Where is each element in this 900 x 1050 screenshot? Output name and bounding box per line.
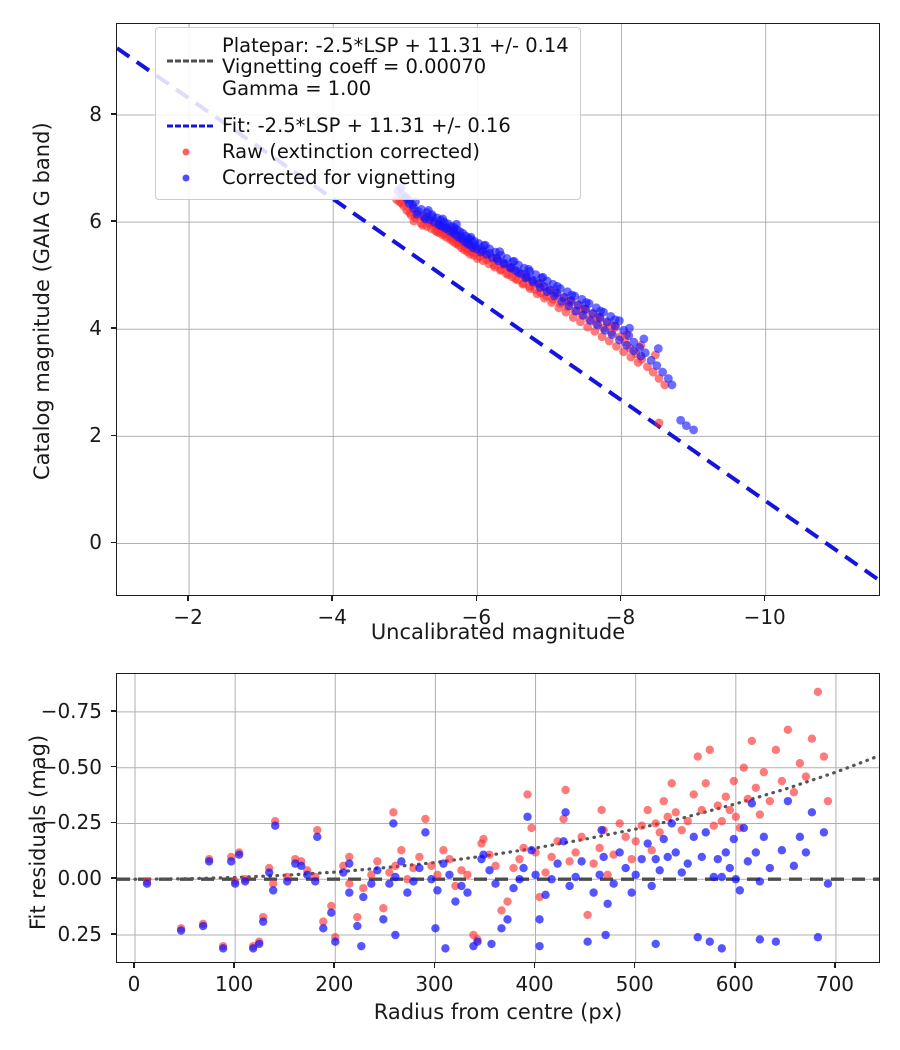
y-tick-label: −0.75 (40, 698, 102, 723)
y-tick-label: 0.00 (57, 866, 102, 891)
x-tick (233, 963, 235, 968)
bottom-plot-canvas (117, 674, 879, 962)
legend-label-corrected: Corrected for vignetting (222, 166, 456, 190)
dashed-line-icon (167, 59, 213, 63)
x-tick (633, 963, 636, 968)
x-tick (533, 963, 536, 968)
x-tick (331, 596, 334, 601)
x-tick (333, 963, 336, 968)
blue-marker-icon (182, 174, 190, 182)
x-tick-label: −6 (461, 605, 492, 629)
top-xaxis-label: Uncalibrated magnitude (370, 620, 626, 644)
y-tick (111, 821, 116, 824)
series-1 (393, 183, 698, 435)
y-tick-label: 2 (89, 423, 102, 448)
y-tick (111, 113, 116, 115)
x-tick-label: 200 (315, 972, 354, 996)
top-yaxis-label: Catalog magnitude (GAIA G band) (30, 122, 54, 480)
x-tick (619, 596, 622, 601)
legend-label-fit: Fit: -2.5*LSP + 11.31 +/- 0.16 (222, 114, 511, 138)
top-legend: Platepar: -2.5*LSP + 11.31 +/- 0.14 Vign… (155, 27, 581, 200)
bottom-yaxis-label: Fit residuals (mag) (26, 734, 50, 930)
legend-label-raw: Raw (extinction corrected) (222, 140, 480, 164)
x-tick (433, 963, 436, 968)
x-tick-label: −10 (743, 605, 786, 629)
x-tick-label: 700 (815, 972, 855, 996)
x-tick (834, 963, 836, 968)
legend-entry-corrected: Corrected for vignetting (167, 165, 569, 191)
x-tick (133, 963, 135, 968)
x-tick-label: 0 (127, 972, 141, 996)
y-tick (111, 327, 116, 330)
y-tick-label: −0.25 (40, 810, 102, 835)
legend-key-fit (167, 113, 213, 139)
legend-entry-raw: Raw (extinction corrected) (167, 139, 569, 165)
y-tick-label: 0.25 (57, 922, 102, 946)
series-1 (142, 796, 833, 953)
series-0 (392, 195, 670, 428)
dashed-line-icon (167, 124, 213, 128)
x-tick-label: 300 (415, 972, 454, 996)
y-tick-label: −0.50 (40, 754, 102, 779)
legend-entry-fit: Fit: -2.5*LSP + 11.31 +/- 0.16 (167, 113, 569, 139)
y-tick-label: 0 (89, 530, 102, 555)
legend-entry-platepar: Platepar: -2.5*LSP + 11.31 +/- 0.14 Vign… (167, 35, 569, 113)
legend-key-raw (167, 139, 213, 165)
x-tick (187, 596, 189, 601)
series-0 (142, 687, 833, 951)
y-tick (111, 710, 116, 712)
bottom-xaxis-label: Radius from centre (px) (373, 1000, 623, 1024)
y-tick (111, 434, 116, 437)
y-tick (111, 933, 116, 935)
bottom-axes-frame (116, 673, 880, 963)
legend-key-corrected (167, 165, 213, 191)
x-tick-label: 400 (515, 972, 554, 996)
x-tick (763, 596, 766, 601)
y-tick (111, 541, 116, 544)
legend-key-platepar (167, 35, 213, 113)
fit-residuals-panel (116, 673, 880, 963)
x-tick-label: −8 (605, 605, 636, 629)
x-tick (475, 596, 478, 601)
y-tick-label: 8 (89, 102, 102, 127)
x-tick (734, 963, 736, 968)
y-tick (111, 220, 116, 222)
legend-label-platepar: Platepar: -2.5*LSP + 11.31 +/- 0.14 Vign… (222, 34, 569, 100)
x-tick-label: 500 (615, 972, 654, 996)
x-tick-label: −2 (173, 605, 203, 629)
y-tick (111, 765, 116, 768)
y-tick (111, 877, 116, 880)
x-tick-label: −4 (317, 605, 347, 629)
red-marker-icon (182, 148, 190, 156)
y-tick-label: 4 (89, 316, 102, 341)
x-tick-label: 100 (215, 972, 254, 996)
y-tick-label: 6 (89, 209, 102, 234)
x-tick-label: 600 (715, 972, 754, 996)
